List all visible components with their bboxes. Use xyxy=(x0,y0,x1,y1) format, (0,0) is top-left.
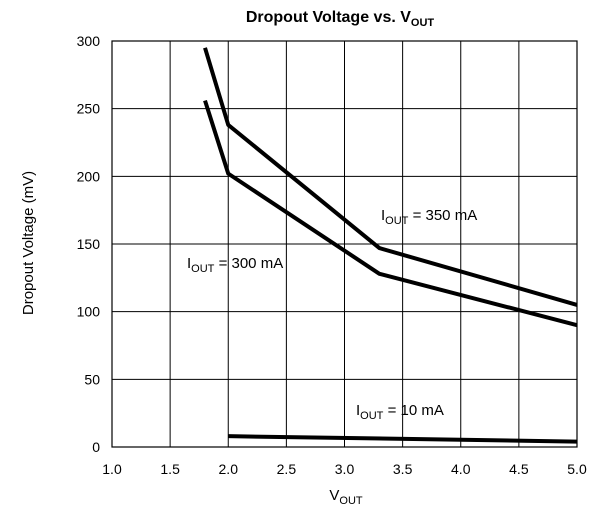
y-tick-label: 200 xyxy=(77,168,101,184)
series-lines xyxy=(203,47,578,444)
series-line-s300 xyxy=(203,99,578,328)
y-tick-labels: 0 50 100 150 200 250 300 xyxy=(77,33,101,455)
label-350ma: IOUT = 350 mA xyxy=(381,207,477,227)
x-tick-label: 4.0 xyxy=(451,461,471,477)
x-tick-label: 2.0 xyxy=(219,461,239,477)
y-tick-label: 250 xyxy=(77,101,101,117)
y-tick-label: 100 xyxy=(77,304,101,320)
x-tick-label: 1.5 xyxy=(160,461,180,477)
y-tick-label: 300 xyxy=(77,33,101,49)
label-10ma: IOUT = 10 mA xyxy=(356,402,444,422)
x-tick-label: 2.5 xyxy=(277,461,297,477)
x-tick-label: 1.0 xyxy=(102,461,122,477)
label-300ma: IOUT = 300 mA xyxy=(187,255,283,275)
x-tick-labels: 1.0 1.5 2.0 2.5 3.0 3.5 4.0 4.5 5.0 xyxy=(102,461,587,477)
chart-title: Dropout Voltage vs. VOUT xyxy=(246,9,435,29)
plot-frame xyxy=(111,40,578,448)
x-tick-label: 4.5 xyxy=(509,461,529,477)
x-tick-label: 3.0 xyxy=(335,461,355,477)
y-axis-title: Dropout Voltage (mV) xyxy=(20,171,37,315)
y-tick-label: 50 xyxy=(84,371,100,387)
series-line-s350 xyxy=(203,47,578,307)
series-line-s10 xyxy=(228,434,578,444)
x-axis-title: VOUT xyxy=(329,487,363,507)
y-tick-label: 0 xyxy=(92,439,100,455)
grid-lines xyxy=(111,40,578,448)
y-tick-label: 150 xyxy=(77,236,101,252)
x-tick-label: 3.5 xyxy=(393,461,413,477)
x-tick-label: 5.0 xyxy=(567,461,587,477)
